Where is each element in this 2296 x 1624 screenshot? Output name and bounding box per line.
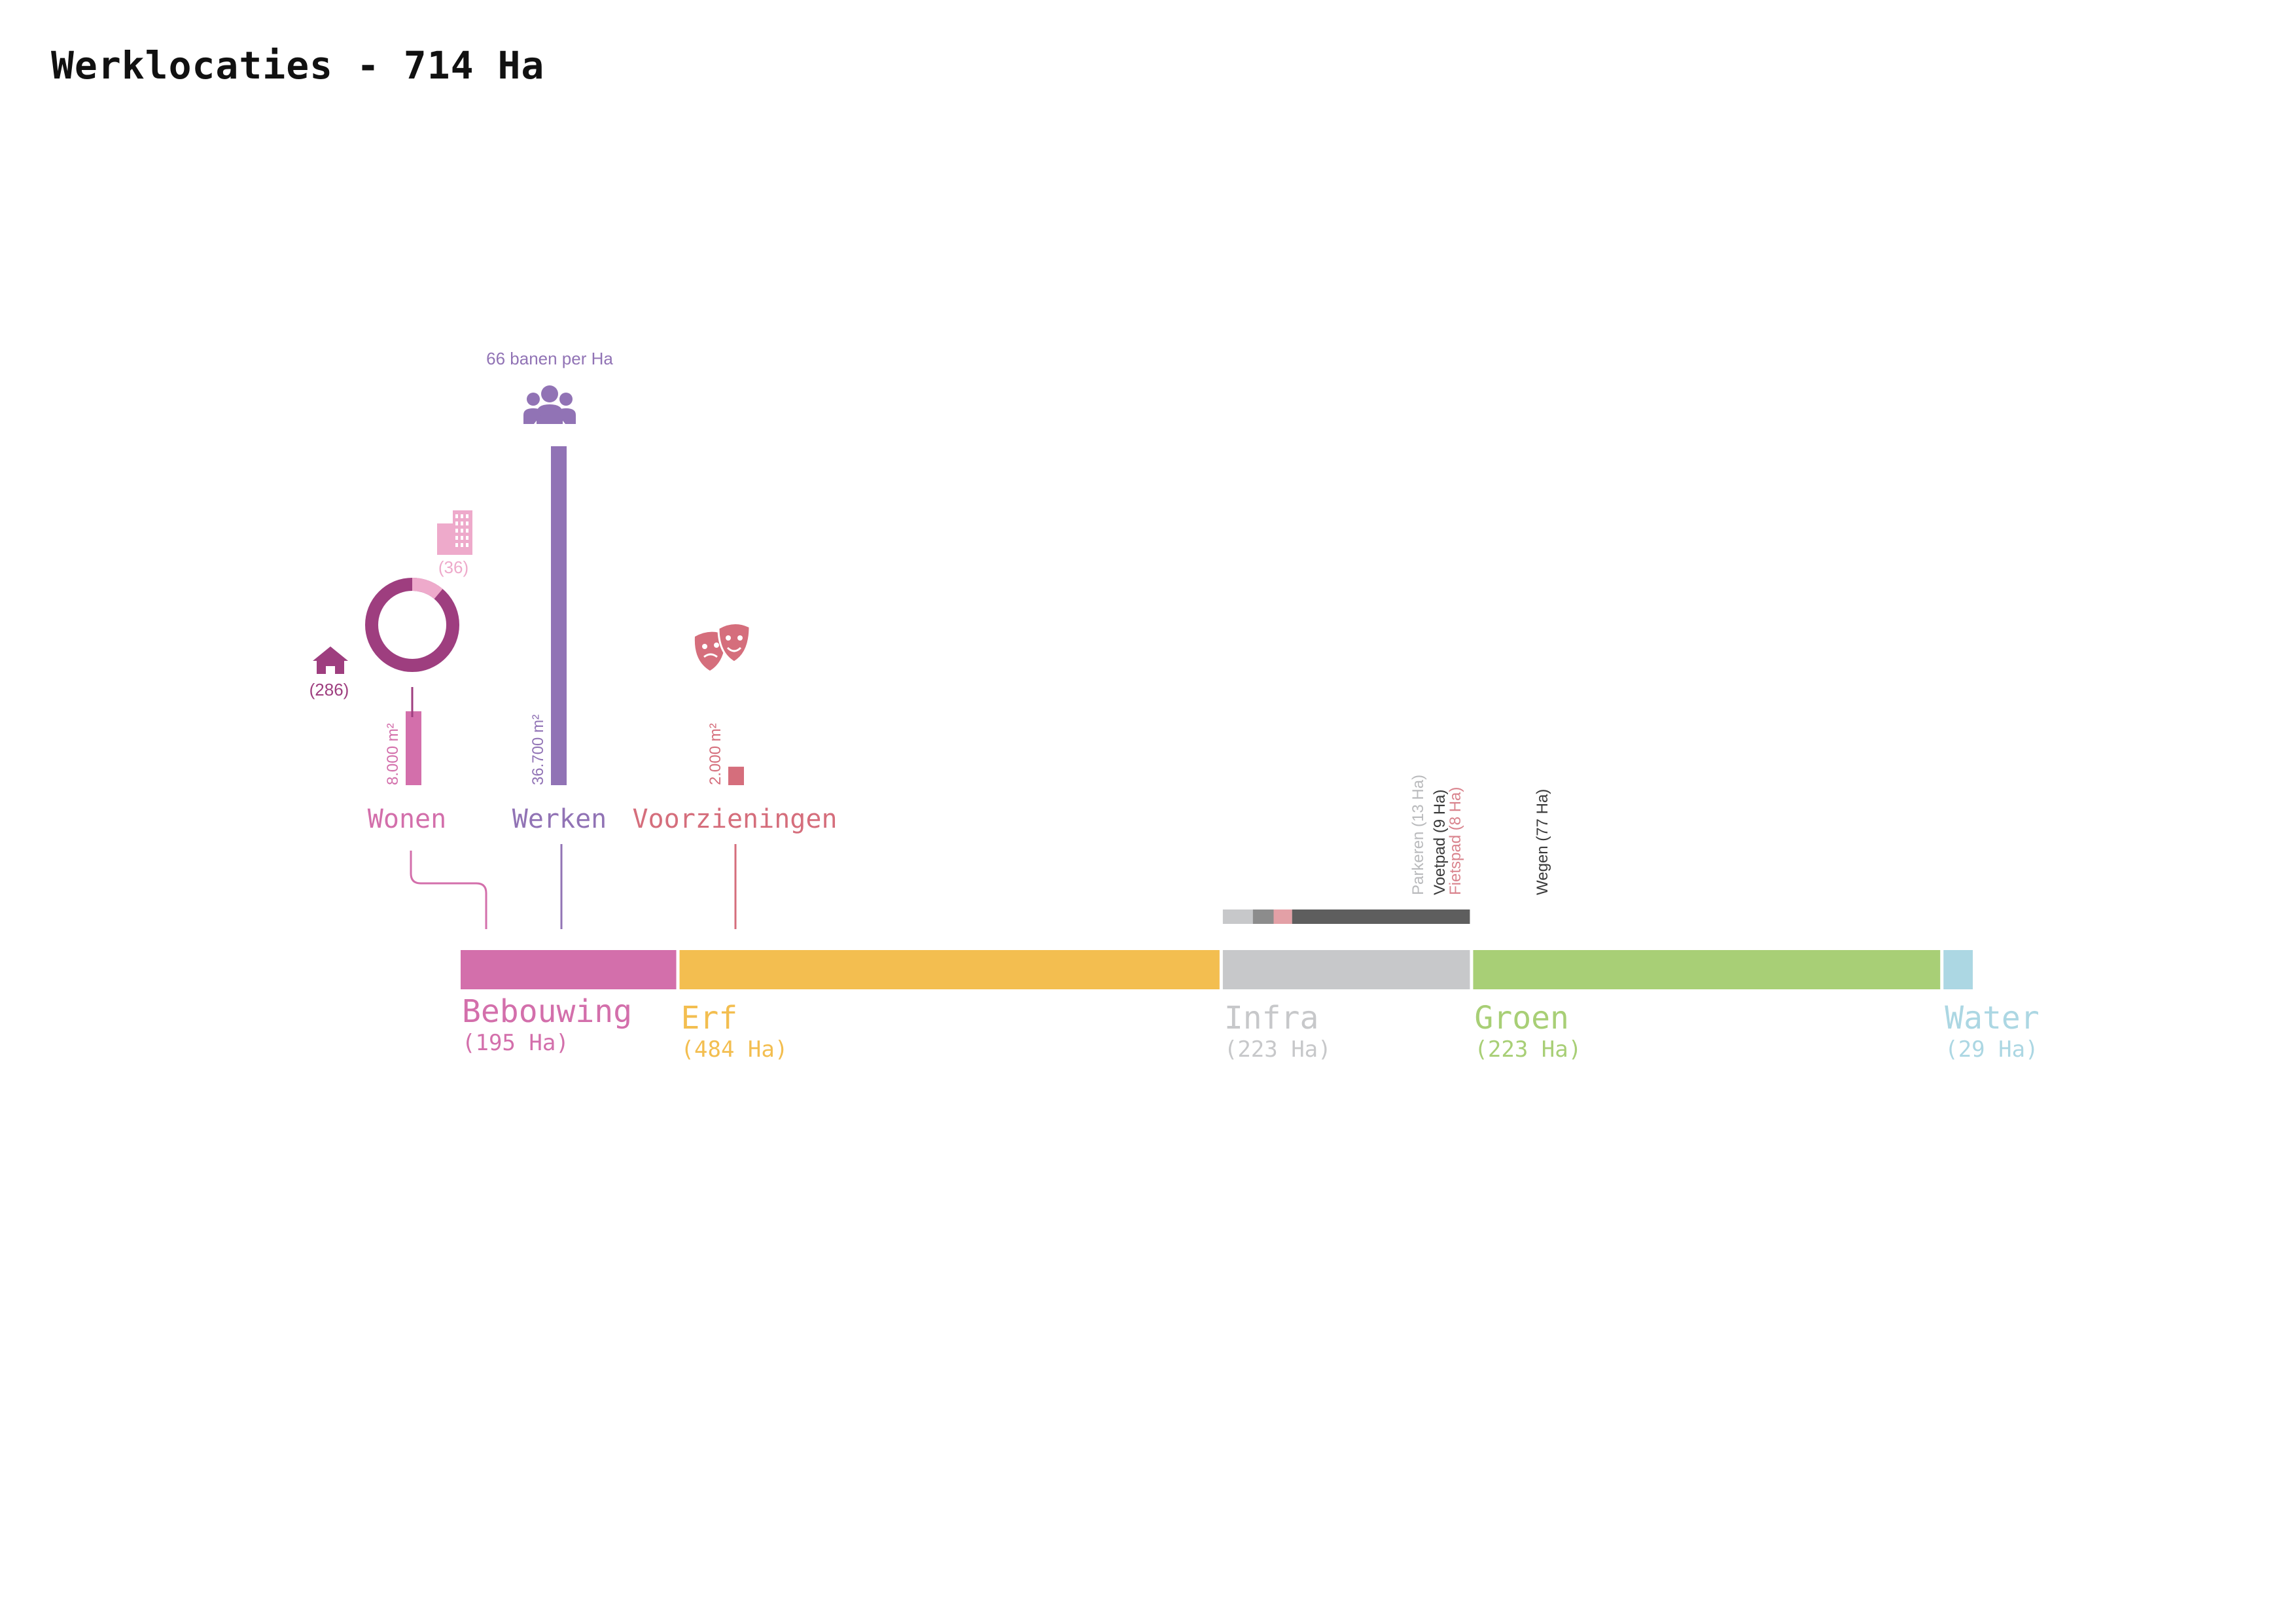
apartment-window <box>466 514 468 518</box>
connector-wonen <box>410 851 487 929</box>
apartment-window <box>461 536 463 540</box>
column-voorzieningen <box>728 766 744 785</box>
apartment-window <box>455 529 458 533</box>
column-werken <box>551 446 567 785</box>
apartment-window <box>461 529 463 533</box>
sub-category-label-werken: Werken <box>512 804 607 834</box>
infra-bar-voetpad <box>1252 909 1274 924</box>
category-label-water: Water <box>1945 1000 2040 1036</box>
infra-label-parkeren: Parkeren (13 Ha) <box>1409 775 1427 895</box>
apartments-count-label: (36) <box>438 557 468 577</box>
people-icon-right-body <box>556 408 576 424</box>
category-value-water: (29 Ha) <box>1945 1036 2039 1063</box>
infra-label-fietspad: Fietspad (8 Ha) <box>1447 787 1464 895</box>
apartment-window <box>455 521 458 525</box>
mask-mouth <box>703 653 718 658</box>
mask-mouth <box>726 646 742 652</box>
category-label-erf: Erf <box>680 1000 738 1036</box>
donut-apartments <box>365 578 459 672</box>
apartment-window <box>461 521 463 525</box>
theatre-masks-icon <box>694 631 726 671</box>
apartment-window <box>461 543 463 547</box>
apartment-window <box>455 543 458 547</box>
mask-eye <box>737 635 743 641</box>
donut-houses <box>365 578 459 672</box>
bar-erf <box>679 950 1220 989</box>
sub-category-label-voorzieningen: Voorzieningen <box>632 804 837 834</box>
area-label-voorzieningen: 2.000 m² <box>707 723 724 785</box>
category-value-erf: (484 Ha) <box>680 1036 788 1063</box>
people-icon-body <box>537 404 563 424</box>
category-value-groen: (223 Ha) <box>1474 1036 1582 1063</box>
apartment-window <box>461 514 463 518</box>
mask-eye <box>714 643 719 648</box>
apartment-window <box>466 521 468 525</box>
sub-category-label-wonen: Wonen <box>368 804 446 834</box>
werken-note: 66 banen per Ha <box>486 349 613 368</box>
apartment-building-icon <box>437 523 453 555</box>
bar-groen <box>1473 950 1941 989</box>
page-title: Werklocaties - 714 Ha <box>51 43 545 88</box>
apartment-window <box>455 536 458 540</box>
infra-bar-wegen <box>1292 909 1470 924</box>
house-icon <box>313 646 348 674</box>
infra-bar-fietspad <box>1273 909 1292 924</box>
people-icon-left-head <box>527 393 540 406</box>
theatre-mask-front <box>717 622 751 663</box>
people-icon-left-body <box>523 408 543 424</box>
mask-eye <box>726 635 731 641</box>
bar-water <box>1943 950 1973 989</box>
infra-label-voetpad: Voetpad (9 Ha) <box>1431 790 1449 895</box>
category-value-infra: (223 Ha) <box>1224 1036 1332 1063</box>
category-value-bebouwing: (195 Ha) <box>462 1030 569 1056</box>
apartment-window <box>466 543 468 547</box>
bar-bebouwing <box>461 950 677 989</box>
houses-count-label: (286) <box>309 680 349 699</box>
apartment-window <box>466 536 468 540</box>
people-icon-right-head <box>559 393 573 406</box>
category-label-infra: Infra <box>1224 1000 1319 1036</box>
infra-label-wegen: Wegen (77 Ha) <box>1534 789 1551 895</box>
area-label-wonen: 8.000 m² <box>384 723 402 785</box>
apartment-window <box>466 529 468 533</box>
category-label-bebouwing: Bebouwing <box>462 993 633 1030</box>
area-label-werken: 36.700 m² <box>529 715 547 785</box>
mask-eye <box>702 644 707 649</box>
category-label-groen: Groen <box>1474 1000 1569 1036</box>
column-wonen <box>406 711 421 785</box>
people-icon <box>541 385 558 402</box>
apartment-window <box>455 514 458 518</box>
infra-bar-parkeren <box>1222 909 1253 924</box>
bar-infra <box>1222 950 1470 989</box>
